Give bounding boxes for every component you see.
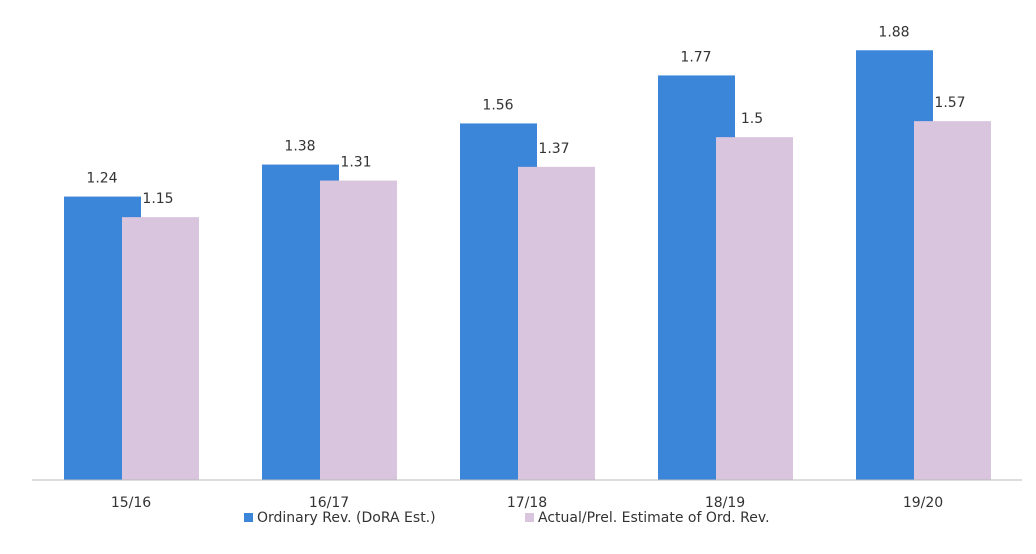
data-label: 1.24 [86, 171, 117, 187]
x-tick-label: 18/19 [705, 495, 745, 511]
data-label: 1.5 [741, 111, 763, 127]
bar [122, 217, 199, 480]
x-tick-label: 16/17 [309, 495, 349, 511]
x-tick-label: 19/20 [903, 495, 943, 511]
x-tick-label: 17/18 [507, 495, 547, 511]
data-label: 1.31 [340, 155, 371, 171]
bar [914, 121, 991, 481]
x-tick-label: 15/16 [111, 495, 151, 511]
legend-swatch [525, 513, 534, 522]
data-label: 1.37 [538, 141, 569, 157]
legend-label: Actual/Prel. Estimate of Ord. Rev. [538, 510, 770, 526]
bar [716, 137, 793, 480]
data-label: 1.77 [680, 49, 711, 65]
data-label: 1.15 [142, 191, 173, 207]
legend-label: Ordinary Rev. (DoRA Est.) [257, 510, 436, 526]
legend-swatch [244, 513, 253, 522]
bar [320, 180, 397, 481]
data-label: 1.88 [878, 24, 909, 40]
data-label: 1.56 [482, 97, 513, 113]
data-label: 1.38 [284, 139, 315, 155]
bar [518, 166, 595, 480]
data-label: 1.57 [934, 95, 965, 111]
